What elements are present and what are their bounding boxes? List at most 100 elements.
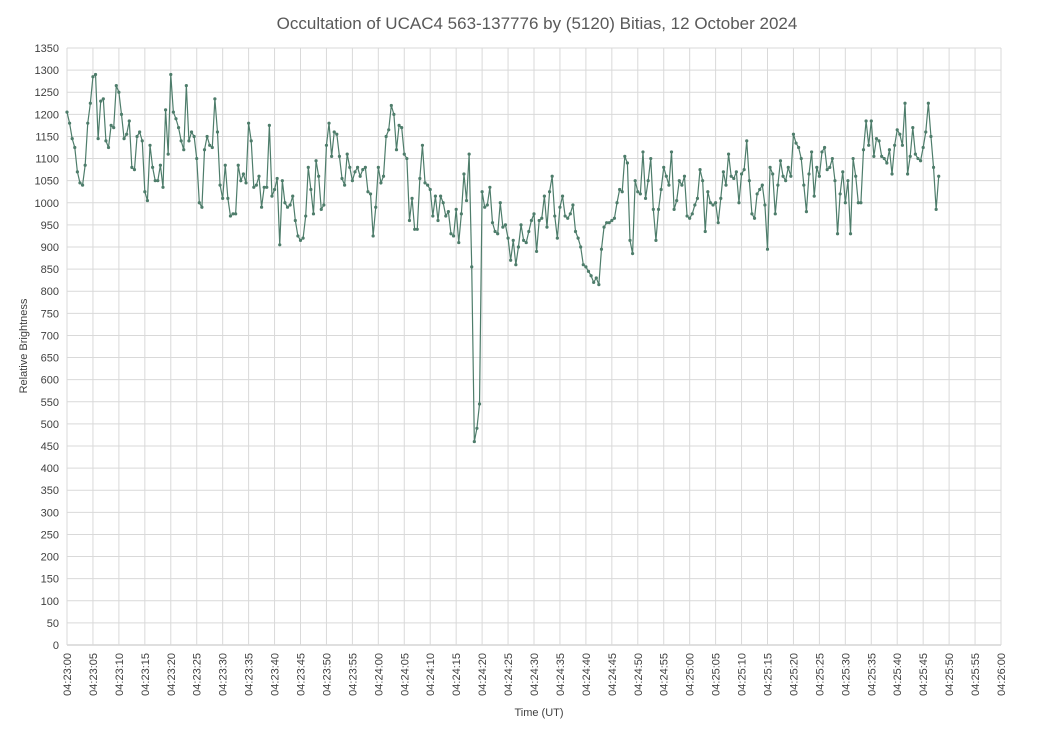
data-point [869,119,873,123]
data-point [695,196,700,200]
data-point [109,123,113,127]
data-point [680,183,684,187]
data-point [343,183,347,187]
y-tick-label: 150 [41,574,59,586]
x-tick-labels: 04:23:00 04:23:05 04:23:10 04:23:15 04:23:20… [62,653,1008,696]
data-point [773,212,777,216]
y-tick-label: 550 [41,397,59,409]
y-tick-label: 700 [41,330,59,342]
data-point [911,126,915,130]
data-point [169,72,173,77]
data-point [791,132,796,136]
data-point [446,210,450,214]
x-tick-label: 04:24:25 [503,653,515,696]
x-tick-label: 04:25:15 [763,653,775,696]
x-tick-label: 04:24:05 [399,653,411,696]
data-point [636,190,640,194]
data-point [550,174,554,178]
brightness-series-points [65,72,941,444]
data-point [415,227,419,231]
data-point [519,223,523,227]
data-point [737,201,741,205]
data-point [594,276,598,280]
data-point [389,103,393,108]
data-point [236,163,240,167]
data-point [838,192,842,196]
brightness-series-line [66,73,940,442]
data-point [589,274,593,278]
data-point [651,207,655,212]
data-point [350,179,354,183]
data-point [457,240,461,245]
data-point [698,168,702,172]
data-point [547,190,552,194]
data-point [368,192,373,196]
data-point [903,101,907,105]
data-point [579,245,583,249]
data-point [244,181,248,185]
data-point [916,156,920,161]
data-point [807,172,811,176]
data-point [937,174,941,178]
data-point [451,234,456,238]
data-point [296,234,300,238]
data-point [402,152,406,156]
data-point [114,83,118,88]
data-point [202,148,207,152]
data-point [275,176,279,181]
data-point [584,265,588,269]
data-point [630,252,635,256]
data-point [532,212,536,216]
data-point [739,172,744,176]
x-tick-label: 04:25:25 [814,653,826,696]
x-tick-label: 04:25:50 [944,653,956,696]
data-point [703,229,707,234]
data-point [210,145,214,150]
x-tick-label: 04:23:10 [114,653,126,696]
data-point [599,247,604,251]
data-point [516,245,521,249]
x-tick-label: 04:24:30 [529,653,541,696]
data-point [127,119,131,123]
data-point [893,143,897,147]
data-point [464,198,469,203]
x-tick-label: 04:25:10 [737,653,749,696]
y-tick-label: 650 [41,353,59,365]
data-point [714,201,718,205]
data-point [540,216,544,220]
data-point [431,214,435,218]
data-point [602,225,606,229]
data-point [776,183,780,187]
data-point [241,172,246,176]
data-point [555,236,559,240]
x-tick-label: 04:25:45 [918,653,930,696]
data-point [132,168,137,172]
data-point [423,181,427,185]
data-point [934,207,938,212]
data-point [441,201,445,205]
data-point [311,212,316,216]
data-point [283,201,287,205]
data-point [649,156,653,161]
x-tick-label: 04:23:30 [218,653,230,696]
y-tick-label: 750 [41,308,59,320]
data-point [573,229,578,234]
data-point [384,134,388,139]
data-point [428,187,432,192]
data-point [145,198,150,203]
data-point [322,203,326,207]
data-point [732,176,736,181]
data-point [877,139,881,143]
y-tick-label: 1200 [35,109,59,121]
data-point [522,238,526,242]
data-point [511,238,515,242]
data-point [306,165,310,169]
data-point [763,203,767,207]
data-point [163,108,168,112]
data-point [864,119,868,123]
data-point [682,174,687,178]
x-tick-label: 04:25:30 [840,653,852,696]
x-tick-label: 04:25:20 [788,653,800,696]
y-tick-label: 900 [41,242,59,254]
data-point [374,205,378,209]
